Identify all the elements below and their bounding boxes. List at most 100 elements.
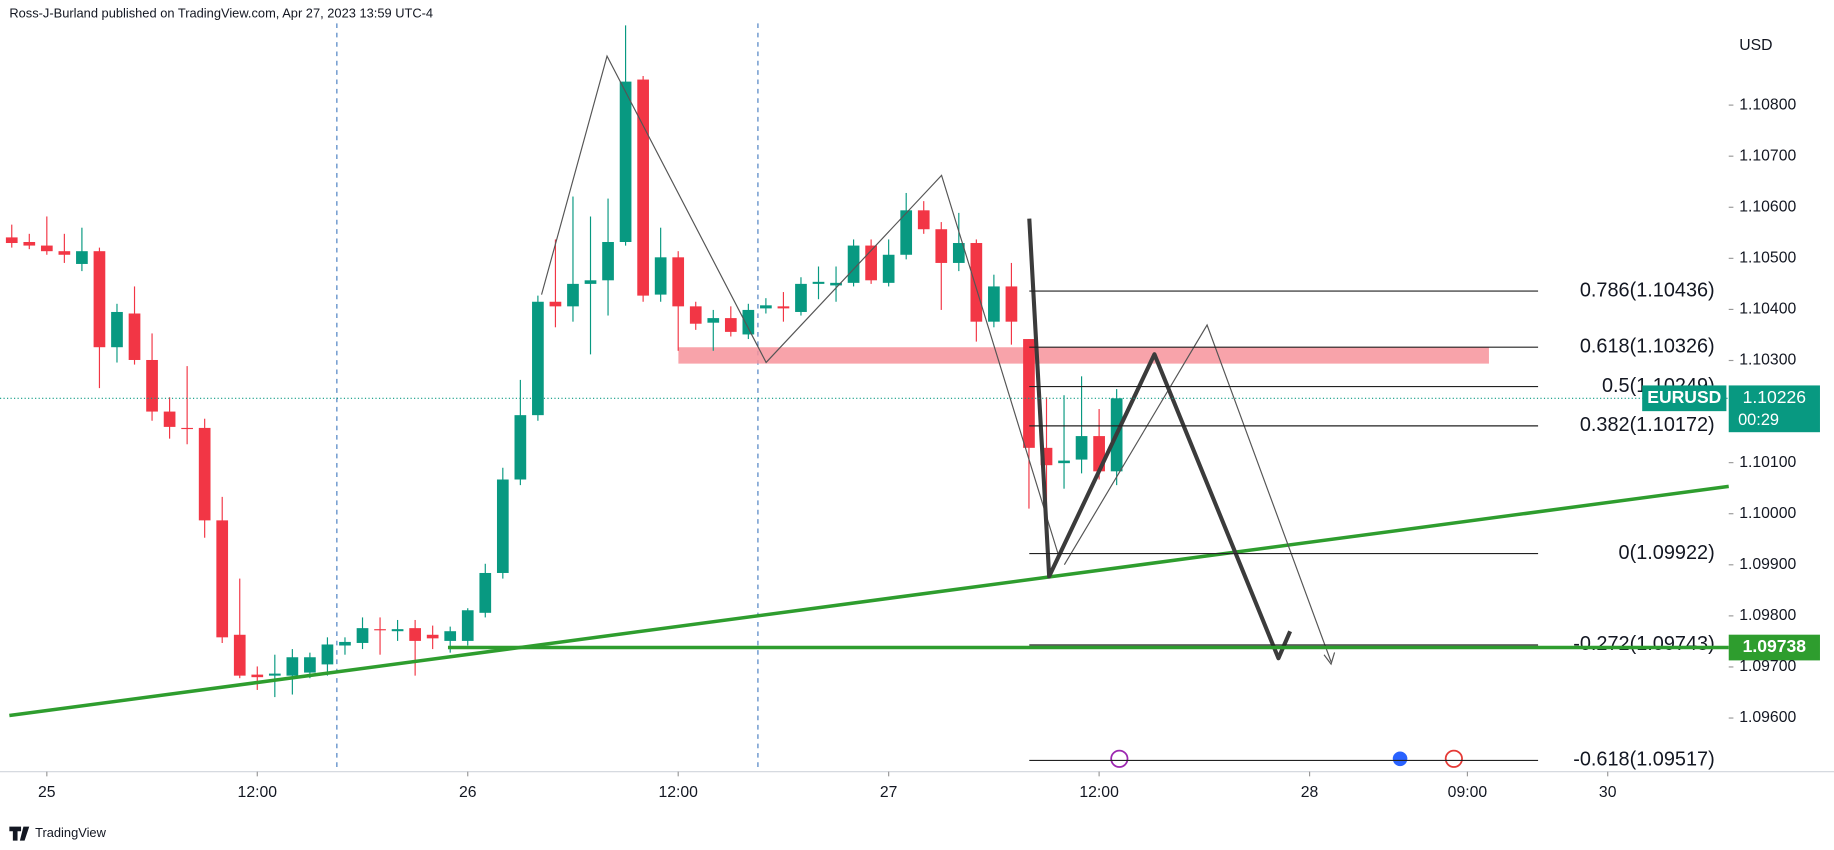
fib-label: 0.618(1.10326) [1580, 335, 1715, 357]
candle-body [339, 641, 351, 646]
y-tick-label: 1.09800 [1739, 607, 1796, 624]
logo [9, 826, 30, 841]
y-tick-label: 1.10600 [1739, 198, 1796, 215]
level-tag [1728, 634, 1820, 661]
fib-label: -0.618(1.09517) [1573, 749, 1714, 771]
candle-body [356, 628, 369, 643]
candle-body [496, 479, 509, 573]
trendline [9, 484, 1729, 718]
price-tag-text: 1.10226 [1743, 387, 1806, 407]
candle-body [1005, 286, 1018, 322]
zigzag [540, 54, 1060, 556]
x-tick-label: 12:00 [1079, 784, 1119, 801]
y-tick-label: 1.10000 [1739, 505, 1796, 522]
candle-body [76, 251, 88, 264]
candle-body [321, 644, 334, 665]
candle-body [602, 241, 614, 281]
candle-body [286, 657, 299, 676]
candle-body [163, 411, 176, 427]
candle-body [444, 631, 457, 641]
x-tick-label: 25 [38, 784, 56, 801]
y-tick-label: 1.10100 [1739, 454, 1796, 471]
candle-body [391, 629, 404, 632]
y-tick-label: 1.10700 [1739, 147, 1796, 164]
candle-body [268, 673, 281, 676]
branding: TradingView [35, 825, 106, 840]
candle-body [882, 254, 895, 283]
candle-body [1093, 436, 1105, 472]
candle-body [1058, 460, 1070, 464]
x-tick-label: 12:00 [238, 784, 278, 801]
candle-body [1023, 339, 1035, 448]
drawings: 0.786(1.10436)0.618(1.10326)0.5(1.10249)… [0, 54, 1820, 771]
candle-body [777, 306, 790, 309]
candle-body [532, 301, 544, 416]
candle-body [426, 634, 439, 639]
candle-body [58, 251, 71, 255]
level-tag-text: 1.09738 [1743, 636, 1807, 656]
candle-body [724, 318, 737, 332]
candle-body [988, 286, 1000, 322]
x-tick-label: 30 [1599, 784, 1617, 801]
candle-body [567, 283, 579, 307]
candle-body [461, 610, 474, 641]
caption: Ross-J-Burland published on TradingView.… [9, 5, 433, 20]
candle-body [812, 281, 825, 284]
candle-body [40, 245, 53, 252]
x-tick-label: 09:00 [1448, 784, 1488, 801]
candle-body [1075, 436, 1088, 460]
candle-body [128, 313, 141, 360]
candles [5, 25, 1123, 698]
event-icon[interactable] [1444, 749, 1463, 768]
fib-label: 0.382(1.10172) [1580, 414, 1715, 436]
candle-body [865, 245, 877, 281]
candle-body [847, 245, 860, 283]
currency: USD [1739, 37, 1772, 54]
y-tick-label: 1.10400 [1739, 301, 1796, 318]
arrow-head [1323, 652, 1336, 666]
candle-body [479, 572, 492, 613]
price-tag [1728, 385, 1820, 433]
fib-label: -0.272(1.09743) [1573, 633, 1714, 655]
x-tick-label: 27 [880, 784, 898, 801]
candle-body [584, 280, 597, 284]
candle-body [181, 427, 193, 430]
event-icon[interactable] [1390, 749, 1410, 768]
candle-body [952, 243, 965, 263]
y-tick-label: 1.09700 [1739, 658, 1796, 675]
x-tick-label: 12:00 [658, 784, 698, 801]
event-icon[interactable] [1110, 749, 1129, 768]
drawings-under [336, 23, 1489, 772]
candle-body [672, 257, 685, 307]
candle-body [198, 427, 211, 521]
y-tick-label: 1.09600 [1739, 709, 1796, 726]
candle-body [93, 251, 106, 348]
candle-body [795, 283, 807, 312]
candle-body [900, 210, 913, 255]
candle-body [304, 657, 316, 673]
symbol-tag [1642, 385, 1727, 412]
candle-body [374, 629, 386, 631]
candle-body [549, 301, 562, 307]
candle-body [654, 257, 667, 295]
y-tick-label: 1.09900 [1739, 556, 1796, 573]
projection [1063, 323, 1332, 662]
candle-body [514, 415, 527, 480]
y-tick-label: 1.10800 [1739, 96, 1796, 113]
fib-label: 0.786(1.10436) [1580, 279, 1715, 301]
candle-body [637, 79, 649, 296]
symbol-tag-text: EURUSD [1647, 387, 1721, 407]
candle-body [216, 520, 229, 638]
axes: 1.09600 1.09700 1.09800 1.09900 1.10000 1.101… [38, 96, 1796, 801]
candle-body [5, 237, 18, 244]
countdown: 00:29 [1738, 411, 1779, 429]
candle-body [760, 305, 772, 309]
candle-body [707, 318, 720, 323]
candle-body [619, 81, 632, 242]
candle-body [1040, 447, 1053, 466]
resistance-zone [678, 347, 1489, 364]
candle-body [23, 241, 36, 246]
